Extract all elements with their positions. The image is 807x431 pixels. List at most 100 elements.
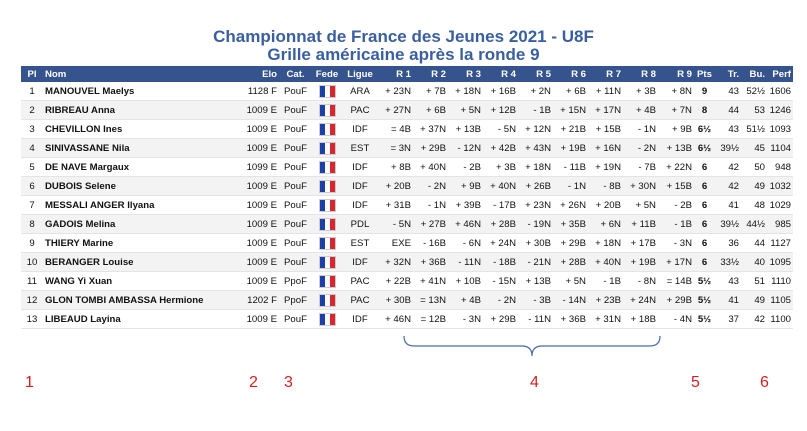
rank-cell: 12 bbox=[26, 294, 38, 306]
column-header: R 5 bbox=[536, 68, 551, 80]
performance-cell: 948 bbox=[774, 161, 791, 173]
round-result-cell: + 22N bbox=[666, 161, 692, 173]
round-result-cell: + 5N bbox=[460, 104, 481, 116]
buchholz-cell: 48 bbox=[754, 199, 765, 211]
column-header: R 8 bbox=[641, 68, 656, 80]
player-name-cell: GADOIS Melina bbox=[45, 218, 116, 230]
french-flag-icon bbox=[318, 198, 336, 212]
round-result-cell: + 37N bbox=[420, 123, 446, 135]
round-result-cell: - 6N bbox=[462, 237, 481, 249]
round-result-cell: - 8B bbox=[603, 180, 621, 192]
round-result-cell: - 18B bbox=[493, 256, 516, 268]
league-cell: IDF bbox=[352, 123, 368, 135]
points-cell: 6½ bbox=[697, 142, 712, 154]
round-result-cell: - 11B bbox=[563, 161, 586, 173]
tiebreak-cell: 37 bbox=[728, 313, 739, 325]
federation-cell bbox=[312, 120, 342, 139]
round-result-cell: + 29B bbox=[560, 237, 586, 249]
rank-cell: 9 bbox=[29, 237, 35, 249]
round-result-cell: + 6B bbox=[425, 104, 446, 116]
round-result-cell: + 30B bbox=[525, 237, 551, 249]
round-result-cell: - 2N bbox=[497, 294, 516, 306]
category-cell: PouF bbox=[284, 237, 307, 249]
french-flag-icon bbox=[318, 141, 336, 155]
table-row: 9 THIERY Marine 1009 E PouF EST EXE - 16B - 6N +… bbox=[21, 234, 793, 253]
round-result-cell: + 28B bbox=[490, 218, 516, 230]
round-result-cell: - 1N bbox=[427, 199, 446, 211]
federation-cell bbox=[312, 272, 342, 291]
french-flag-icon bbox=[318, 293, 336, 307]
tiebreak-cell: 43 bbox=[728, 275, 739, 287]
round-result-cell: + 20B bbox=[595, 199, 621, 211]
federation-cell bbox=[312, 196, 342, 215]
round-result-cell: - 1B bbox=[674, 218, 692, 230]
round-result-cell: + 10B bbox=[455, 275, 481, 287]
round-result-cell: + 16N bbox=[595, 142, 621, 154]
rank-cell: 3 bbox=[29, 123, 35, 135]
category-cell: PouF bbox=[284, 313, 307, 325]
round-result-cell: + 29B bbox=[666, 294, 692, 306]
rank-cell: 10 bbox=[26, 256, 38, 268]
points-cell: 5½ bbox=[697, 294, 712, 306]
table-row: 2 RIBREAU Anna 1009 E PouF PAC + 27N + 6B + 5N +… bbox=[21, 100, 793, 120]
points-cell: 6 bbox=[701, 218, 708, 230]
points-cell: 5½ bbox=[697, 313, 712, 325]
round-result-cell: - 1N bbox=[637, 123, 656, 135]
tiebreak-cell: 43 bbox=[728, 85, 739, 97]
round-result-cell: + 9B bbox=[460, 180, 481, 192]
round-result-cell: - 3N bbox=[673, 237, 692, 249]
round-result-cell: = 14B bbox=[666, 275, 692, 287]
tiebreak-cell: 41 bbox=[728, 199, 739, 211]
buchholz-cell: 49 bbox=[754, 180, 765, 192]
player-name-cell: MESSALI ANGER Ilyana bbox=[45, 199, 155, 211]
federation-cell bbox=[312, 177, 342, 196]
player-name-cell: LIBEAUD Layina bbox=[45, 313, 121, 325]
column-header: Bu. bbox=[749, 68, 765, 80]
performance-cell: 985 bbox=[774, 218, 791, 230]
round-result-cell: - 3B bbox=[533, 294, 551, 306]
category-cell: PouF bbox=[284, 218, 307, 230]
points-cell: 6 bbox=[701, 180, 708, 192]
round-result-cell: + 40N bbox=[490, 180, 516, 192]
performance-cell: 1093 bbox=[769, 123, 791, 135]
elo-cell: 1009 E bbox=[246, 180, 277, 192]
marker-1: 1 bbox=[25, 374, 34, 391]
round-result-cell: + 18N bbox=[525, 161, 551, 173]
round-result-cell: + 13B bbox=[666, 142, 692, 154]
table-row: 11 WANG Yi Xuan 1009 E PpoF PAC + 22B + 41N + 1… bbox=[21, 272, 793, 291]
round-result-cell: + 5N bbox=[635, 199, 656, 211]
round-result-cell: + 23B bbox=[595, 294, 621, 306]
rank-cell: 1 bbox=[29, 85, 35, 97]
league-cell: EST bbox=[350, 142, 370, 154]
elo-cell: 1009 E bbox=[246, 104, 277, 116]
federation-cell bbox=[312, 234, 342, 253]
round-result-cell: + 23N bbox=[385, 85, 411, 97]
french-flag-icon bbox=[318, 274, 336, 288]
round-result-cell: + 2N bbox=[530, 85, 551, 97]
round-result-cell: + 29B bbox=[490, 313, 516, 325]
points-cell: 6 bbox=[701, 237, 708, 249]
table-row: 6 DUBOIS Selene 1009 E PouF IDF + 20B - 2N + 9B… bbox=[21, 176, 793, 196]
performance-cell: 1246 bbox=[769, 104, 791, 116]
round-result-cell: + 32N bbox=[385, 256, 411, 268]
player-name-cell: SINIVASSANE Nila bbox=[45, 142, 130, 154]
round-result-cell: + 7B bbox=[425, 85, 446, 97]
round-result-cell: + 23N bbox=[525, 199, 551, 211]
round-result-cell: = 13N bbox=[420, 294, 446, 306]
points-cell: 9 bbox=[701, 85, 708, 97]
category-cell: PouF bbox=[284, 142, 307, 154]
round-result-cell: + 18B bbox=[630, 313, 656, 325]
round-result-cell: - 14N bbox=[562, 294, 586, 306]
french-flag-icon bbox=[318, 84, 336, 98]
rank-cell: 13 bbox=[26, 313, 38, 325]
round-result-cell: - 16B bbox=[423, 237, 446, 249]
table-row: 10 BERANGER Louise 1009 E PouF IDF + 32N + 36B… bbox=[21, 252, 793, 272]
round-result-cell: - 1B bbox=[533, 104, 551, 116]
round-result-cell: + 17B bbox=[630, 237, 656, 249]
league-cell: IDF bbox=[352, 199, 368, 211]
round-result-cell: - 11N bbox=[528, 313, 551, 325]
federation-cell bbox=[312, 253, 342, 272]
round-result-cell: - 17B bbox=[493, 199, 516, 211]
round-result-cell: - 4N bbox=[673, 313, 692, 325]
league-cell: PAC bbox=[350, 294, 370, 306]
